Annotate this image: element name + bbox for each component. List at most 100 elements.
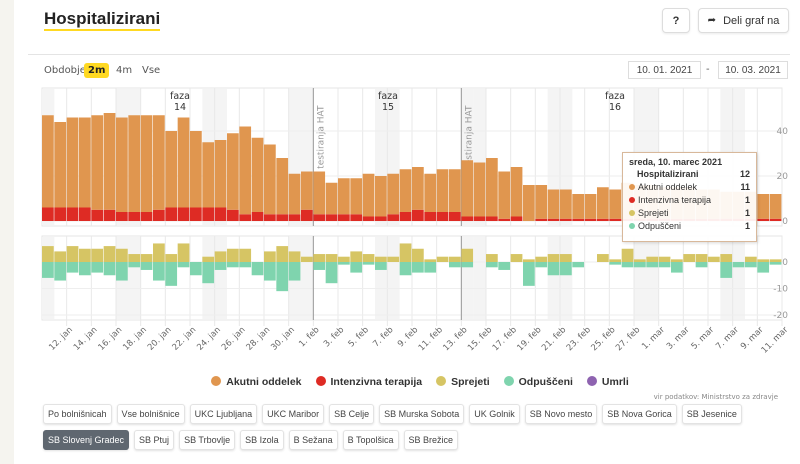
acute-bar [449, 169, 461, 212]
discharged-bar [54, 262, 67, 281]
icu-bar [79, 207, 91, 221]
discharged-bar [560, 262, 572, 276]
acute-bar [362, 173, 375, 217]
admitted-bar [42, 246, 54, 262]
icu-bar [486, 216, 498, 221]
hospital-button[interactable]: SB Celje [329, 404, 375, 424]
icu-bar [276, 214, 289, 221]
legend-label: Umrli [601, 376, 629, 388]
data-source: vir podatkov: Ministrstvo za zdravje [653, 393, 778, 401]
icu-bar [251, 212, 264, 221]
discharged-bar [547, 262, 560, 276]
x-tick-label: 21. feb [540, 325, 568, 353]
admitted-bar [424, 259, 437, 262]
hospital-button[interactable]: UK Golnik [469, 404, 520, 424]
acute-bar [103, 113, 116, 210]
admitted-bar [646, 256, 659, 262]
icu-bar [375, 216, 387, 221]
tooltip-label: Odpuščeni [638, 221, 682, 231]
legend-acute[interactable]: Akutni oddelek [211, 376, 302, 388]
date-to-input[interactable]: 10. 03. 2021 [718, 61, 788, 79]
acute-bar [769, 194, 782, 219]
x-tick-label: 18. jan [121, 325, 149, 353]
icu-bar [609, 218, 622, 221]
weekend-band [375, 237, 388, 319]
icu-bar [560, 218, 572, 221]
admitted-dot-icon [436, 376, 447, 386]
date-from-input[interactable]: 10. 01. 2021 [628, 61, 701, 79]
discharged-bar [103, 262, 116, 276]
admitted-bar [621, 248, 634, 262]
icu-bar [239, 214, 252, 221]
tooltip-label: Akutni oddelek [638, 182, 698, 192]
hospital-button[interactable]: SB Slovenj Gradec [43, 430, 130, 450]
acute-bar [436, 169, 449, 212]
help-button[interactable]: ? [662, 8, 690, 33]
icu-bar [757, 218, 770, 221]
acute-bar [473, 162, 486, 217]
icu-bar [202, 207, 215, 221]
hospital-button[interactable]: SB Nova Gorica [602, 404, 677, 424]
discharged-bar [523, 262, 535, 286]
acute-bar [140, 115, 153, 212]
acute-bar [547, 189, 560, 219]
acute-bar [214, 140, 227, 208]
discharged-bar [769, 262, 782, 265]
icu-bar [116, 212, 128, 221]
discharged-bar [621, 262, 634, 268]
discharged-bar [202, 262, 215, 284]
admitted-bar [338, 256, 350, 262]
hospital-button[interactable]: SB Novo mesto [524, 404, 598, 424]
x-tick-label: 5. mar [690, 325, 717, 352]
period-4m[interactable]: 4m [116, 65, 133, 76]
tooltip-value: 1 [744, 221, 750, 231]
phase-label: faza [605, 91, 625, 102]
discharged-bar [646, 262, 659, 268]
discharged-bar [535, 262, 548, 268]
hospital-button[interactable]: B Topolšica [342, 430, 399, 450]
legend-icu[interactable]: Intenzivna terapija [315, 376, 422, 388]
hospital-button[interactable]: SB Brežice [403, 430, 459, 450]
icu-bar [597, 218, 609, 221]
tooltip-date: sreda, 10. marec 2021 [629, 157, 723, 167]
period-all[interactable]: Vse [142, 65, 161, 76]
hospital-button[interactable]: SB Murska Sobota [379, 404, 465, 424]
legend-admitted[interactable]: Sprejeti [436, 376, 490, 388]
icu-bar [177, 207, 190, 221]
hospital-button[interactable]: B Sežana [288, 430, 338, 450]
admitted-bar [362, 254, 375, 262]
legend-discharged[interactable]: Odpuščeni [503, 376, 573, 388]
hospital-button[interactable]: Po bolnišnicah [43, 404, 112, 424]
icu-bar [498, 218, 511, 221]
admitted-bar [745, 256, 757, 262]
x-tick-label: 26. jan [220, 325, 248, 353]
x-tick-label: 22. jan [171, 325, 199, 353]
hospital-button[interactable]: SB Jesenice [681, 404, 742, 424]
x-tick-label: 7. feb [371, 325, 395, 349]
hospital-button[interactable]: Vse bolnišnice [116, 404, 185, 424]
hospital-button[interactable]: SB Izola [240, 430, 284, 450]
acute-bar [461, 160, 474, 217]
weekend-band [128, 237, 141, 319]
hospital-button[interactable]: SB Ptuj [134, 430, 175, 450]
phase-number: 16 [609, 102, 621, 113]
phase-label: faza [378, 91, 398, 102]
hospital-button[interactable]: UKC Ljubljana [189, 404, 258, 424]
admitted-bar [486, 254, 498, 262]
discharged-bar [153, 262, 165, 281]
period-2m[interactable]: 2m [84, 63, 110, 78]
legend-deceased[interactable]: Umrli [586, 376, 629, 388]
icu-bar [338, 214, 350, 221]
tooltip-label: Sprejeti [638, 208, 669, 218]
acute-bar [116, 117, 128, 212]
share-button[interactable]: ➦ Deli graf na [698, 8, 789, 33]
tooltip-total: 12 [739, 169, 750, 179]
icu-bar [227, 209, 239, 221]
icu-bar [769, 218, 782, 221]
hospital-button[interactable]: SB Trbovlje [179, 430, 236, 450]
x-tick-label: 3. feb [322, 325, 346, 349]
discharged-bar [325, 262, 338, 284]
admitted-bar [153, 243, 165, 262]
icu-bar [449, 212, 461, 221]
hospital-button[interactable]: UKC Maribor [262, 404, 325, 424]
